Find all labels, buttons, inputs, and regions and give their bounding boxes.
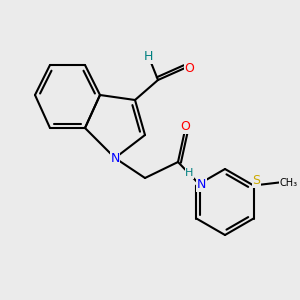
- Text: S: S: [253, 175, 261, 188]
- Text: H: H: [185, 168, 194, 178]
- Text: CH₃: CH₃: [279, 178, 297, 188]
- Text: O: O: [184, 61, 194, 74]
- Text: O: O: [180, 121, 190, 134]
- Text: H: H: [144, 50, 153, 64]
- Text: N: N: [197, 178, 206, 191]
- Text: N: N: [110, 152, 120, 164]
